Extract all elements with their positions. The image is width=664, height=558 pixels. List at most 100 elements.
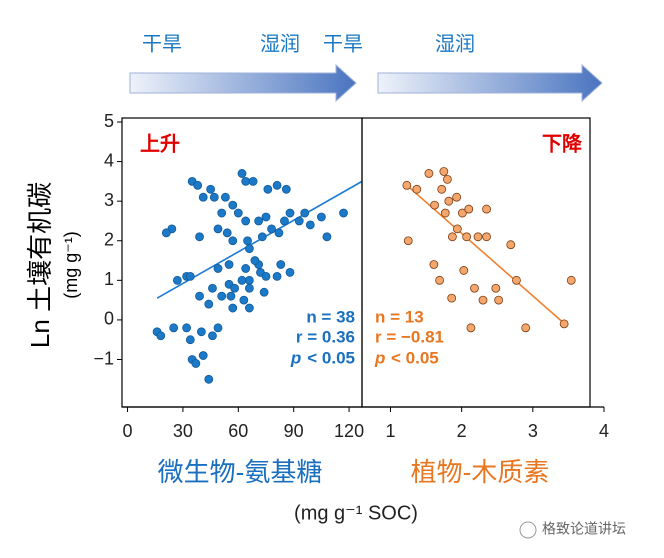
point xyxy=(466,323,476,333)
point xyxy=(470,283,479,293)
y-tick-label: 5 xyxy=(104,111,114,131)
y-tick-label: 0 xyxy=(104,309,114,329)
point xyxy=(430,200,440,210)
point xyxy=(224,260,234,269)
y-unit-group: (mg g⁻¹) xyxy=(61,231,81,299)
point xyxy=(220,192,230,202)
point xyxy=(285,208,295,218)
point xyxy=(261,212,271,222)
point xyxy=(257,232,267,242)
point xyxy=(447,293,457,303)
point xyxy=(161,228,171,238)
y-label-group: Ln 土壤有机碳 xyxy=(25,182,55,348)
point xyxy=(213,224,223,234)
point xyxy=(204,374,214,384)
x-label: 微生物-氨基糖 xyxy=(158,457,323,487)
point xyxy=(191,359,201,368)
arrow-label: 干旱 xyxy=(323,33,363,55)
point xyxy=(185,271,195,281)
point xyxy=(208,331,217,341)
point xyxy=(206,184,216,194)
x-tick-label: 60 xyxy=(228,421,248,441)
point xyxy=(241,176,251,186)
point xyxy=(447,232,457,242)
point xyxy=(217,291,227,301)
point xyxy=(276,260,286,269)
point xyxy=(222,228,232,238)
point xyxy=(185,335,195,345)
point xyxy=(267,224,276,234)
x-tick-label: 2 xyxy=(457,421,467,441)
watermark-icon xyxy=(519,521,537,539)
point xyxy=(169,323,179,333)
point xyxy=(444,196,454,206)
point xyxy=(272,180,282,190)
watermark: 格致论道讲坛 xyxy=(542,521,626,537)
y-tick-label: 2 xyxy=(104,230,114,250)
point xyxy=(244,244,254,254)
point xyxy=(280,216,289,226)
y-tick-label: −1 xyxy=(93,348,114,368)
point xyxy=(403,236,413,246)
point xyxy=(443,174,452,184)
point xyxy=(506,240,516,250)
x-tick-label: 30 xyxy=(173,421,193,441)
point xyxy=(285,268,295,277)
stat-r: r = −0.81 xyxy=(375,327,444,346)
point xyxy=(452,192,462,202)
point xyxy=(209,192,219,202)
point xyxy=(429,260,439,269)
panel-annotation: 上升 xyxy=(140,132,180,155)
y-unit: (mg g⁻¹) xyxy=(61,231,81,299)
point xyxy=(272,271,282,281)
stat-p: < 0.05 xyxy=(391,348,439,367)
point xyxy=(462,232,472,242)
point xyxy=(482,232,491,242)
point xyxy=(339,208,348,218)
x-tick-label: 90 xyxy=(284,421,304,441)
point xyxy=(172,275,182,285)
point xyxy=(213,264,223,273)
point xyxy=(274,228,284,238)
point xyxy=(300,208,310,218)
point xyxy=(233,208,243,218)
point xyxy=(559,319,569,329)
y-tick-label: 4 xyxy=(104,150,114,170)
arrow-label: 湿润 xyxy=(260,32,300,55)
stat-n: n = 38 xyxy=(306,307,355,326)
y-label: Ln 土壤有机碳 xyxy=(25,182,55,348)
point xyxy=(217,208,227,218)
point xyxy=(193,180,203,190)
point xyxy=(512,275,521,285)
x-tick-label: 120 xyxy=(334,421,364,441)
point xyxy=(402,180,412,190)
point xyxy=(435,275,444,285)
point xyxy=(440,208,450,218)
point xyxy=(259,287,269,297)
point xyxy=(244,303,254,313)
stat-p: < 0.05 xyxy=(307,348,355,367)
x-tick-label: 3 xyxy=(528,421,538,441)
point xyxy=(228,236,238,246)
point xyxy=(239,295,249,305)
x-tick-label: 1 xyxy=(385,421,395,441)
point xyxy=(198,192,208,202)
point xyxy=(482,204,491,214)
point xyxy=(305,220,315,230)
point xyxy=(230,283,240,293)
point xyxy=(237,275,247,285)
point xyxy=(196,327,206,337)
panel-annotation: 下降 xyxy=(542,131,583,155)
point xyxy=(250,256,260,265)
point xyxy=(294,216,304,226)
point xyxy=(566,275,576,285)
point xyxy=(228,303,238,313)
point xyxy=(156,331,166,341)
stat-r: r = 0.36 xyxy=(296,327,355,346)
point xyxy=(494,295,504,305)
point xyxy=(182,323,192,333)
point xyxy=(478,295,488,305)
x-unit: (mg g⁻¹ SOC) xyxy=(294,502,418,524)
arrow xyxy=(377,63,603,103)
